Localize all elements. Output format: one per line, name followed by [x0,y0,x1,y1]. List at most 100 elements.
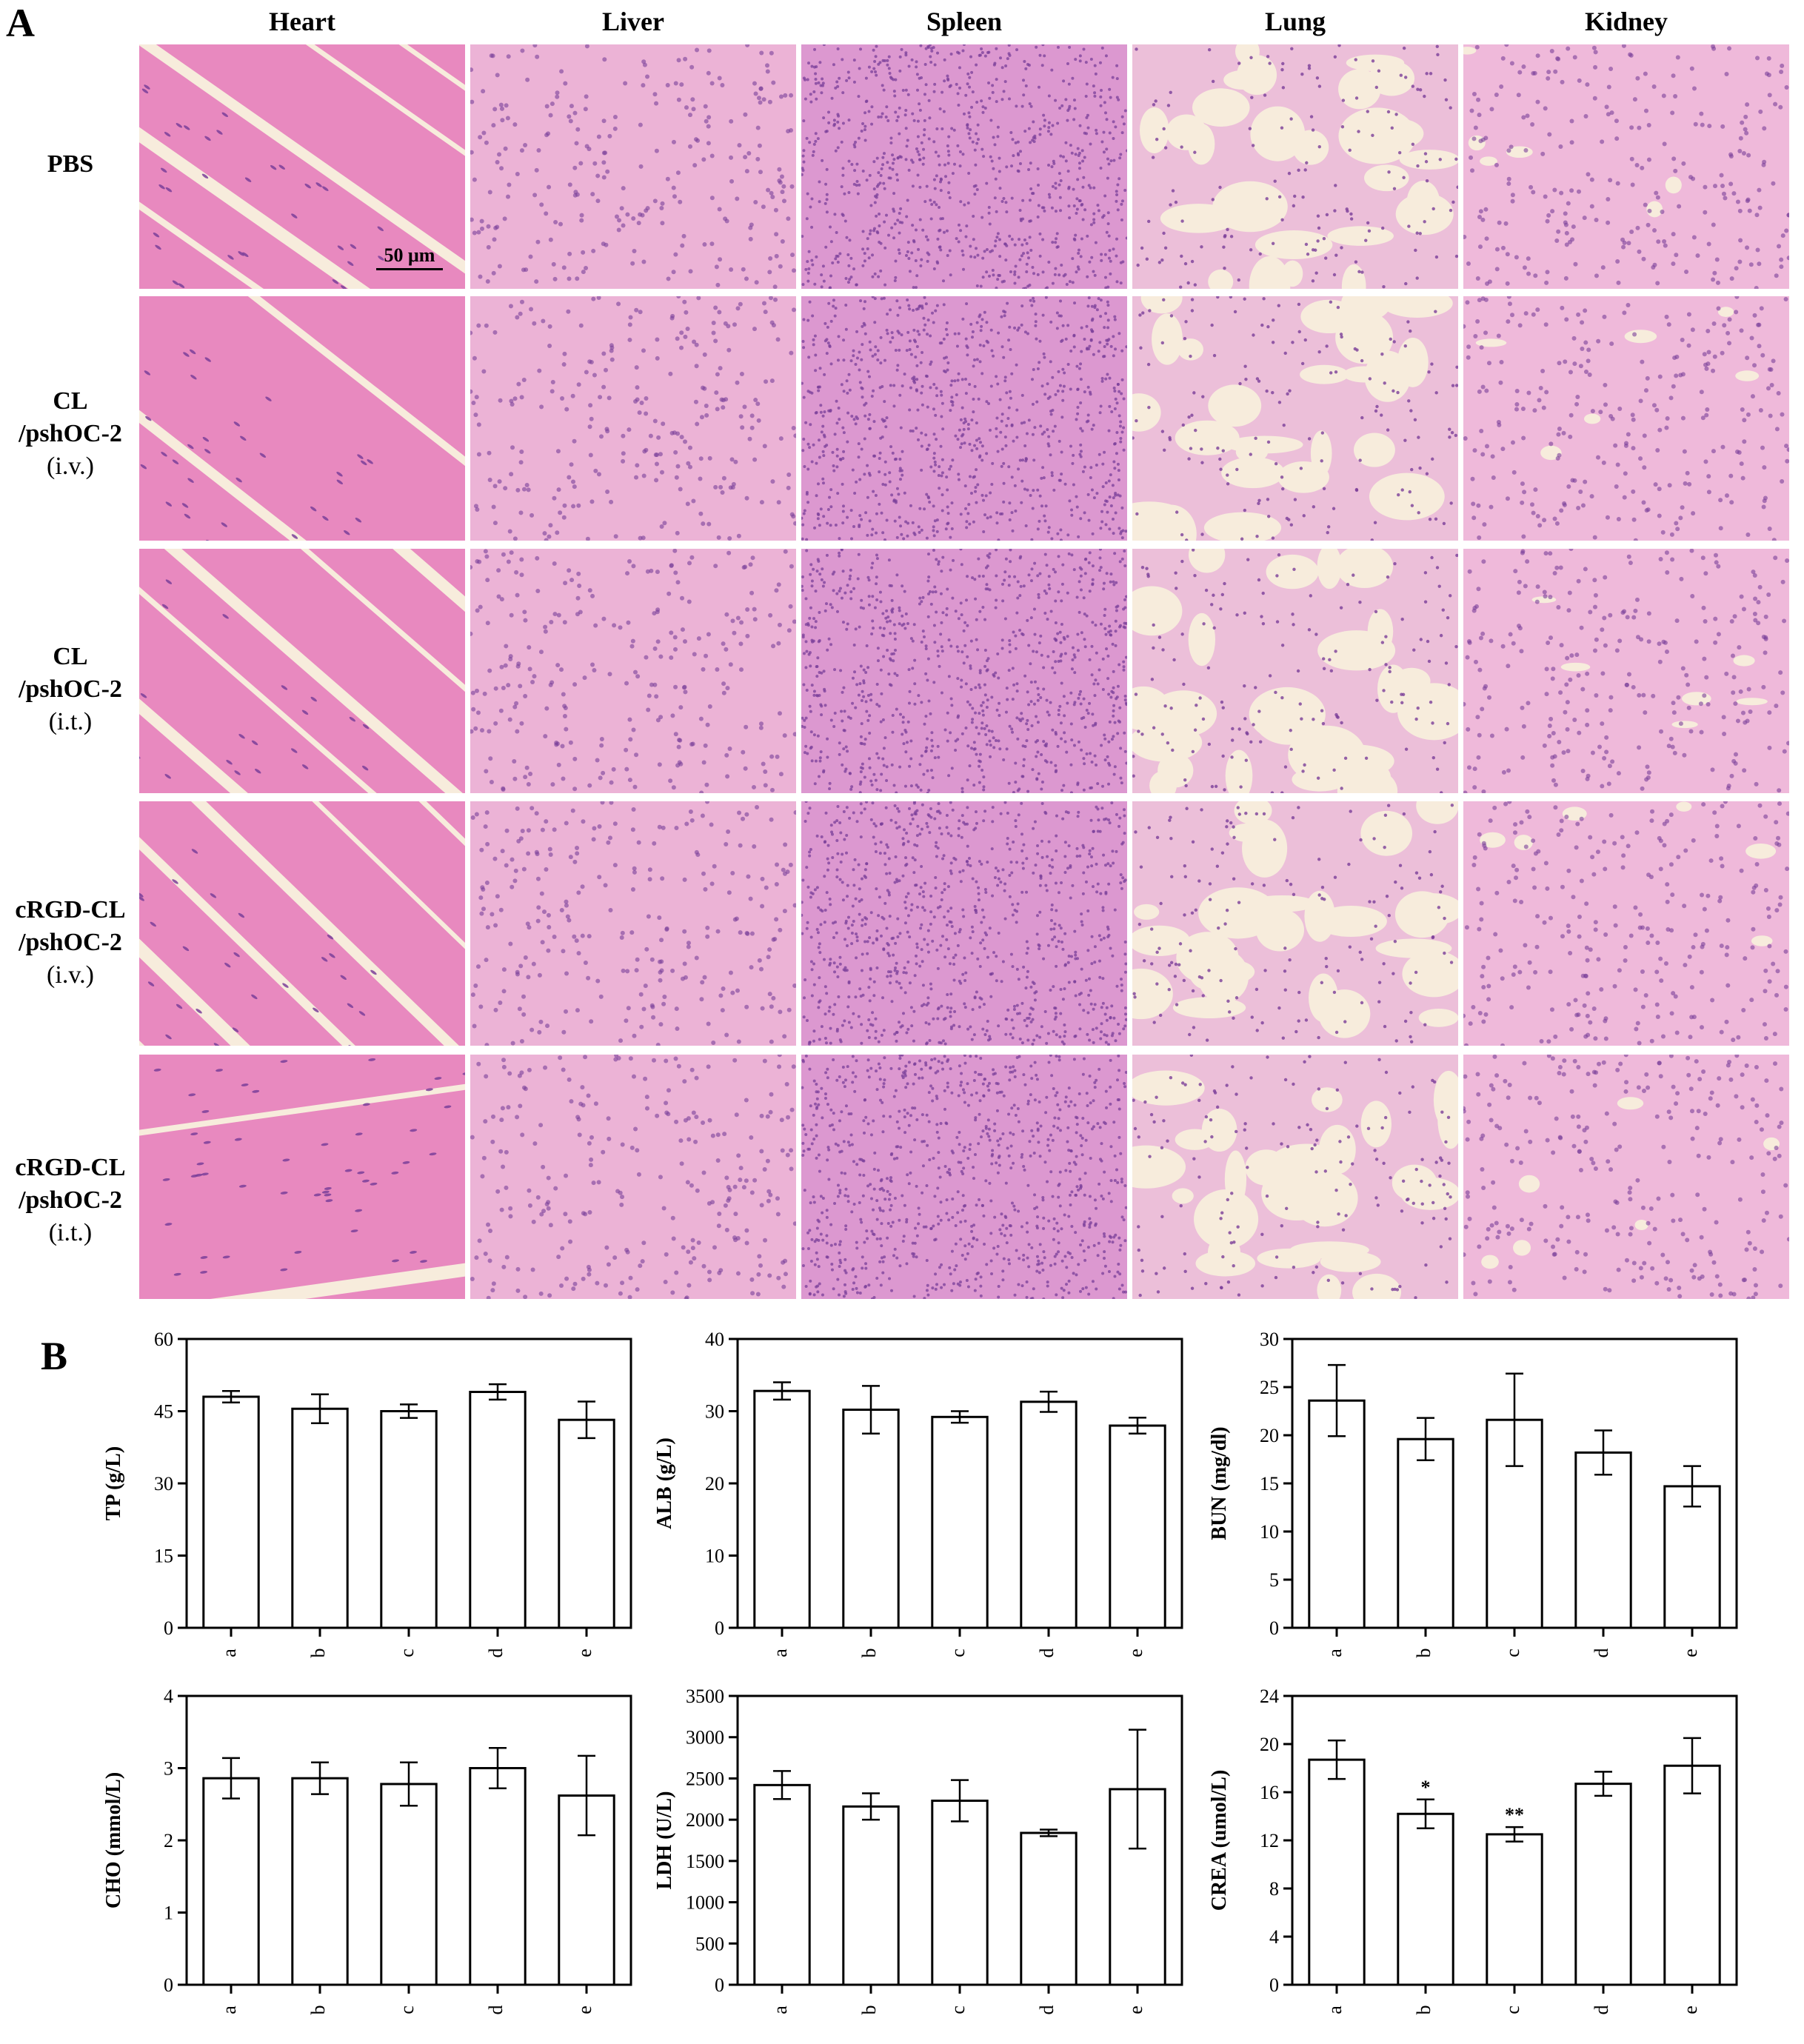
x-tick-label: d [1036,1649,1058,1658]
y-tick-label: 15 [1260,1473,1279,1494]
y-tick-label: 20 [1260,1734,1279,1755]
bar-a [204,1778,258,1985]
row-label-line: /pshOC-2 [0,673,141,706]
row-label-cl-iv: CL /pshOC-2 (i.v.) [0,385,141,483]
y-tick-label: 0 [1269,1974,1279,1996]
y-tick-label: 2 [164,1830,173,1851]
y-tick-label: 2500 [686,1768,724,1789]
row-label-cl-it: CL /pshOC-2 (i.t.) [0,641,141,738]
row-label-line: /pshOC-2 [0,1184,141,1217]
row-label-line: PBS [0,148,141,181]
bar-d [470,1769,525,1985]
row-label-route: (i.v.) [0,959,141,992]
row-label-line: /pshOC-2 [0,926,141,959]
y-tick-label: 16 [1260,1782,1279,1803]
x-tick-label: b [307,1649,329,1658]
bar-d [1576,1452,1631,1628]
x-tick-label: d [485,2005,507,2015]
x-tick-label: b [858,1649,880,1658]
y-tick-label: 24 [1260,1686,1279,1707]
micrograph-lung [1132,1055,1458,1299]
y-tick-label: 40 [705,1329,724,1350]
micrograph-kidney [1463,801,1789,1046]
x-tick-label: a [218,2005,240,2014]
y-tick-label: 500 [695,1933,724,1954]
y-tick-label: 30 [1260,1329,1279,1350]
x-tick-label: c [947,1649,969,1657]
y-tick-label: 15 [154,1546,173,1567]
y-tick-label: 10 [1260,1521,1279,1543]
y-tick-label: 20 [1260,1425,1279,1446]
x-tick-label: d [485,1649,507,1658]
bar-d [1576,1784,1631,1985]
scale-bar-line [376,268,443,270]
x-tick-label: b [1413,1649,1434,1658]
row-label-line: cRGD-CL [0,894,141,926]
micrograph-spleen [801,549,1127,793]
bar-b [843,1806,898,1985]
bar-c [381,1784,436,1985]
y-tick-label: 0 [1269,1617,1279,1639]
bar-e [1110,1426,1165,1628]
micrograph-liver [470,549,796,793]
column-heading-spleen: Spleen [801,6,1127,37]
y-tick-label: 0 [715,1974,724,1996]
y-tick-label: 1000 [686,1892,724,1914]
micrograph-liver [470,1055,796,1299]
bar-d [1021,1402,1076,1628]
bar-a [755,1785,809,1985]
scale-bar-label: 50 μm [376,244,443,267]
bar-b [293,1778,347,1985]
row-label-crgd-cl-iv: cRGD-CL /pshOC-2 (i.v.) [0,894,141,992]
row-label-line: cRGD-CL [0,1152,141,1184]
y-tick-label: 4 [1269,1926,1279,1948]
micrograph-kidney [1463,44,1789,289]
y-axis-label: ALB (g/L) [653,1437,676,1529]
row-label-line: CL [0,385,141,418]
bar-c [1487,1834,1542,1985]
y-tick-label: 3 [164,1758,173,1780]
micrograph-heart [139,549,465,793]
x-tick-label: e [1680,1649,1701,1657]
bar-b [1398,1814,1453,1985]
bar-a [204,1397,258,1628]
y-tick-label: 3000 [686,1727,724,1749]
y-tick-label: 2000 [686,1809,724,1831]
row-label-line: CL [0,641,141,673]
panel-b-letter: B [41,1333,67,1379]
bar-c [932,1417,987,1628]
bar-a [755,1391,809,1628]
row-label-route: (i.t.) [0,1217,141,1249]
row-label-line: /pshOC-2 [0,418,141,450]
column-heading-liver: Liver [470,6,796,37]
scale-bar: 50 μm [376,244,443,277]
x-tick-label: e [574,2005,595,2014]
y-axis-label: CREA (umol/L) [1208,1770,1231,1911]
x-tick-label: d [1591,1649,1612,1658]
y-tick-label: 1 [164,1903,173,1924]
y-tick-label: 30 [154,1473,173,1494]
x-tick-label: a [1324,1649,1346,1657]
y-tick-label: 0 [164,1617,173,1639]
y-axis-label: BUN (mg/dl) [1208,1426,1231,1540]
bar-a [1309,1760,1364,1985]
y-axis-label: LDH (U/L) [653,1791,676,1890]
micrograph-heart [139,1055,465,1299]
x-tick-label: a [769,2005,791,2014]
x-tick-label: b [1413,2005,1434,2015]
micrograph-spleen [801,44,1127,289]
y-tick-label: 8 [1269,1878,1279,1900]
significance-marker: ** [1505,1804,1524,1826]
y-tick-label: 60 [154,1329,173,1350]
micrograph-liver [470,44,796,289]
y-tick-label: 1500 [686,1851,724,1872]
micrograph-liver [470,801,796,1046]
micrograph-lung [1132,296,1458,541]
bar-e [559,1420,614,1628]
micrograph-spleen [801,296,1127,541]
x-tick-label: c [396,1649,418,1657]
